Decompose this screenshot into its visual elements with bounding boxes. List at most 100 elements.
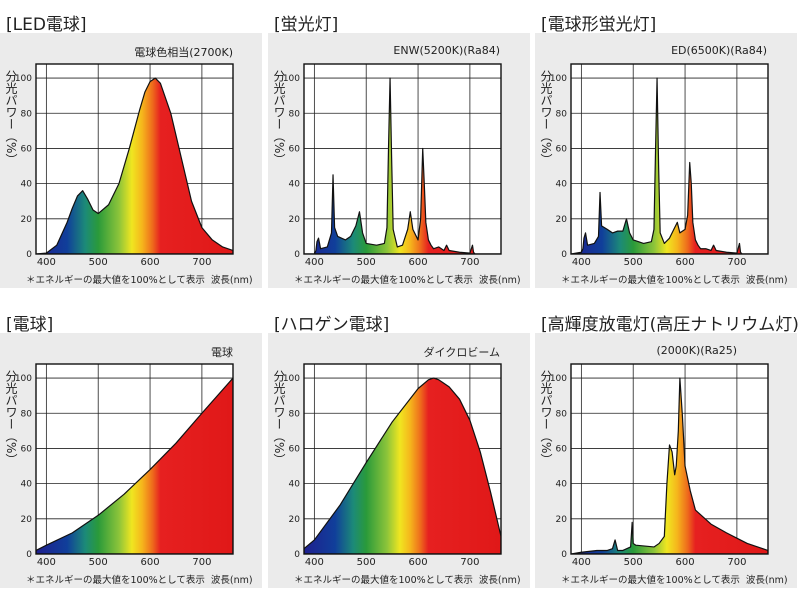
x-tick-label: 500	[357, 257, 376, 268]
y-tick-label: 80	[556, 409, 568, 419]
plot-frame	[303, 363, 502, 555]
spectrum-area	[36, 77, 233, 254]
spectrum-chart: 0 20 40 60 80 100 400 500 600 700	[15, 63, 234, 268]
panel-subtitle: ED(6500K)(Ra84)	[671, 44, 767, 57]
x-tick-label: 500	[89, 257, 108, 268]
spectrum-area	[36, 377, 233, 554]
spectrum-chart: 0 20 40 60 80 100 400 500 600 700	[15, 363, 234, 568]
panel-sodium: [高輝度放電灯(高圧ナトリウム灯)] (2000K)(Ra25) 分光パワー（%…	[535, 300, 800, 590]
y-tick-label: 40	[21, 180, 33, 190]
y-tick-label: 40	[21, 480, 33, 490]
panel-led: [LED電球] 電球色相当(2700K) 分光パワー（%） 0 20 40 60 80 1…	[0, 0, 265, 290]
y-tick-label: 20	[21, 215, 33, 225]
y-tick-label: 100	[283, 374, 300, 384]
panel-subtitle: 電球	[211, 346, 233, 359]
footnote: ＊エネルギーの最大値を100%として表示 波長(nm)	[26, 272, 253, 286]
y-axis-label: 分光パワー（%）	[272, 70, 286, 166]
y-tick-label: 100	[550, 74, 567, 84]
spectrum-area	[304, 77, 501, 254]
x-tick-label: 500	[89, 557, 108, 568]
footnote-text: ＊エネルギーの最大値を100%として表示	[561, 575, 740, 586]
footnote: ＊エネルギーの最大値を100%として表示 波長(nm)	[294, 272, 521, 286]
x-tick-label: 400	[572, 557, 591, 568]
panel-subtitle: ENW(5200K)(Ra84)	[393, 44, 500, 57]
y-tick-label: 100	[15, 74, 32, 84]
y-tick-label: 60	[21, 444, 33, 454]
y-tick-label: 0	[294, 250, 300, 260]
y-tick-label: 0	[561, 550, 567, 560]
y-tick-label: 100	[283, 74, 300, 84]
x-tick-label: 400	[572, 257, 591, 268]
y-axis-label: 分光パワー（%）	[4, 370, 18, 466]
x-tick-label: 600	[141, 257, 160, 268]
spectrum-area	[304, 377, 501, 554]
plot-area	[304, 64, 501, 254]
footnote: ＊エネルギーの最大値を100%として表示 波長(nm)	[294, 572, 521, 586]
y-axis-label: 分光パワー（%）	[4, 70, 18, 166]
x-tick-label: 400	[37, 557, 56, 568]
spectrum-chart: 0 20 40 60 80 100 400 500 600 700	[283, 63, 502, 268]
y-tick-label: 80	[289, 109, 301, 119]
y-tick-label: 100	[15, 374, 32, 384]
footnote: ＊エネルギーの最大値を100%として表示 波長(nm)	[561, 272, 788, 286]
plot-area	[571, 64, 768, 254]
x-tick-label: 500	[624, 257, 643, 268]
footnote-text: ＊エネルギーの最大値を100%として表示	[26, 575, 205, 586]
x-tick-label: 500	[357, 557, 376, 568]
y-tick-label: 20	[21, 515, 33, 525]
x-tick-label: 400	[305, 257, 324, 268]
y-tick-label: 40	[289, 480, 301, 490]
x-tick-label: 700	[192, 557, 211, 568]
x-axis-label: 波長(nm)	[478, 275, 521, 286]
y-tick-label: 80	[21, 409, 33, 419]
panel-subtitle: (2000K)(Ra25)	[656, 344, 737, 357]
spectrum-area	[571, 377, 768, 554]
panel-bulb-fluorescent: [電球形蛍光灯] ED(6500K)(Ra84) 分光パワー（%） 0 20 40 6…	[535, 0, 800, 290]
y-tick-label: 60	[289, 144, 301, 154]
x-tick-label: 700	[727, 257, 746, 268]
y-tick-label: 40	[556, 180, 568, 190]
y-tick-label: 0	[294, 550, 300, 560]
y-tick-label: 80	[289, 409, 301, 419]
panel-fluorescent: [蛍光灯] ENW(5200K)(Ra84) 分光パワー（%） 0 20 40 60 8…	[268, 0, 533, 290]
footnote-text: ＊エネルギーの最大値を100%として表示	[294, 275, 473, 286]
x-tick-label: 600	[676, 557, 695, 568]
panel-halogen: [ハロゲン電球] ダイクロビーム 分光パワー（%） 0 20 40 60 80 100 40…	[268, 300, 533, 590]
panel-title: [電球形蛍光灯]	[541, 15, 657, 35]
x-tick-label: 400	[37, 257, 56, 268]
y-tick-label: 100	[550, 374, 567, 384]
y-tick-label: 20	[289, 215, 301, 225]
x-axis-label: 波長(nm)	[745, 275, 788, 286]
x-tick-label: 600	[141, 557, 160, 568]
footnote-text: ＊エネルギーの最大値を100%として表示	[561, 275, 740, 286]
x-tick-label: 700	[460, 257, 479, 268]
y-axis-label: 分光パワー（%）	[539, 70, 553, 166]
y-tick-label: 80	[21, 109, 33, 119]
x-tick-label: 700	[727, 557, 746, 568]
x-tick-label: 600	[676, 257, 695, 268]
x-axis-label: 波長(nm)	[478, 575, 521, 586]
x-tick-label: 400	[305, 557, 324, 568]
panel-title: [蛍光灯]	[274, 15, 339, 35]
x-axis-label: 波長(nm)	[210, 575, 253, 586]
y-axis-label: 分光パワー（%）	[539, 370, 553, 466]
footnote: ＊エネルギーの最大値を100%として表示 波長(nm)	[561, 572, 788, 586]
y-tick-label: 40	[556, 480, 568, 490]
spectrum-chart: 0 20 40 60 80 100 400 500 600 700	[283, 363, 502, 568]
footnote: ＊エネルギーの最大値を100%として表示 波長(nm)	[26, 572, 253, 586]
y-tick-label: 60	[289, 444, 301, 454]
y-axis-label: 分光パワー（%）	[272, 370, 286, 466]
y-tick-label: 20	[556, 215, 568, 225]
plot-frame	[570, 63, 769, 255]
y-tick-label: 80	[556, 109, 568, 119]
panel-subtitle: ダイクロビーム	[423, 346, 500, 359]
x-tick-label: 700	[192, 257, 211, 268]
plot-frame	[35, 63, 234, 255]
y-tick-label: 20	[556, 515, 568, 525]
plot-frame	[570, 363, 769, 555]
x-tick-label: 500	[624, 557, 643, 568]
footnote-text: ＊エネルギーの最大値を100%として表示	[294, 575, 473, 586]
y-tick-label: 0	[26, 550, 32, 560]
y-tick-label: 60	[21, 144, 33, 154]
x-tick-label: 600	[409, 557, 428, 568]
